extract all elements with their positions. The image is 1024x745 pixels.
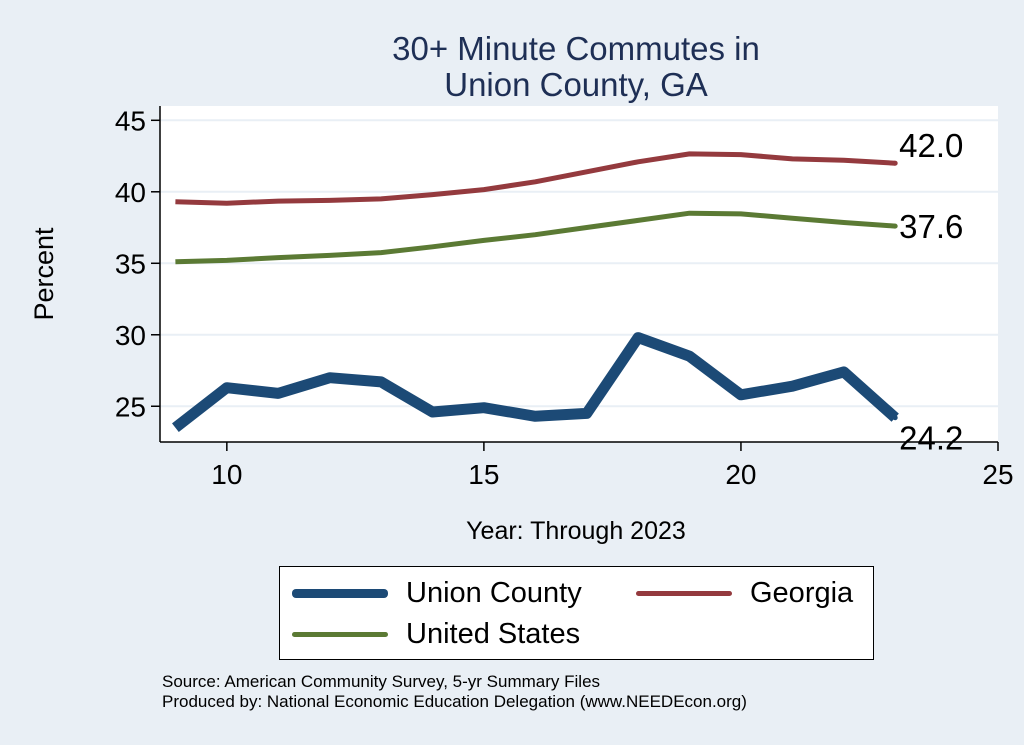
series-line-georgia	[175, 151, 896, 206]
x-tick-label-10: 10	[211, 459, 242, 490]
legend-label-union-county: Union County	[406, 577, 582, 609]
series-line-union-county	[172, 332, 899, 433]
chart-legend: Union County Georgia United States	[279, 566, 874, 660]
legend-item-united-states: United States	[292, 618, 580, 651]
end-label-united-states: 37.6	[899, 208, 963, 245]
end-point-union-county	[892, 415, 898, 421]
legend-label-united-states: United States	[406, 618, 581, 650]
legend-label-georgia: Georgia	[750, 577, 854, 609]
end-label-union-county: 24.2	[899, 420, 963, 457]
legend-swatch-georgia	[636, 591, 732, 596]
line-chart: 25 30 35 40 45 10 15 20 25 Percent 24.2 42.0 37.6	[29, 105, 1014, 490]
x-tick-label-15: 15	[468, 459, 499, 490]
source-note: Source: American Community Survey, 5-yr …	[162, 672, 601, 691]
legend-swatch-united-states	[292, 632, 388, 637]
x-tick-label-25: 25	[982, 459, 1013, 490]
y-axis-label: Percent	[29, 227, 59, 321]
legend-swatch-union-county	[292, 589, 388, 598]
end-point-united-states	[892, 223, 898, 229]
legend-item-georgia: Georgia	[636, 577, 853, 610]
series-line-united-states	[175, 210, 896, 265]
y-tick-label-40: 40	[115, 177, 146, 208]
y-tick-label-45: 45	[115, 105, 146, 136]
y-tick-label-35: 35	[115, 248, 146, 279]
chart-title-line-2: Union County, GA	[444, 66, 708, 103]
x-tick-label-20: 20	[725, 459, 756, 490]
chart-title-line-1: 30+ Minute Commutes in	[392, 30, 760, 67]
end-label-georgia: 42.0	[899, 127, 963, 164]
y-tick-label-25: 25	[115, 391, 146, 422]
x-axis-label: Year: Through 2023	[466, 517, 686, 545]
y-tick-label-30: 30	[115, 320, 146, 351]
legend-item-union-county: Union County	[292, 577, 582, 610]
end-point-georgia	[892, 160, 898, 166]
producer-note: Produced by: National Economic Education…	[162, 692, 747, 711]
